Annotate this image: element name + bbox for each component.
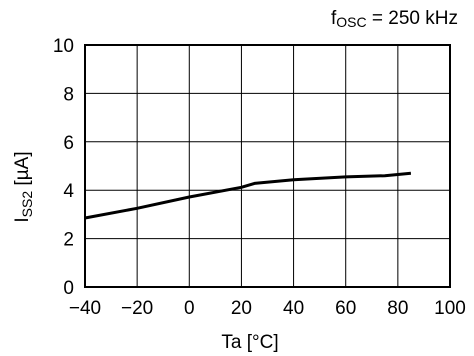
y-tick-labels: 0 2 4 6 8 10	[53, 36, 75, 299]
series-group	[84, 171, 412, 220]
plot-frame	[84, 44, 451, 288]
x-tick-label: 0	[184, 298, 195, 319]
y-tick-label: 6	[63, 133, 74, 154]
x-tick-label: 100	[434, 298, 466, 319]
x-axis-label: Ta [°C]	[221, 332, 278, 353]
x-tick-label: 80	[387, 298, 408, 319]
x-tick-label: 60	[335, 298, 356, 319]
frequency-annotation: fOSC = 250 kHz	[331, 8, 458, 30]
y-tick-label: 2	[63, 230, 74, 251]
x-tick-label: 20	[231, 298, 252, 319]
y-tick-label: 10	[53, 36, 74, 57]
y-tick-label: 4	[63, 181, 74, 202]
x-tick-label: −40	[69, 298, 101, 319]
x-tick-labels: −40 −20 0 20 40 60 80 100	[69, 298, 466, 319]
y-tick-label: 0	[63, 278, 74, 299]
grid-lines	[85, 45, 450, 287]
x-tick-label: 40	[283, 298, 304, 319]
y-axis-label: ISS2 [µA]	[12, 151, 35, 222]
y-tick-label: 8	[63, 84, 74, 105]
series-line	[84, 171, 412, 220]
x-tick-label: −20	[121, 298, 153, 319]
